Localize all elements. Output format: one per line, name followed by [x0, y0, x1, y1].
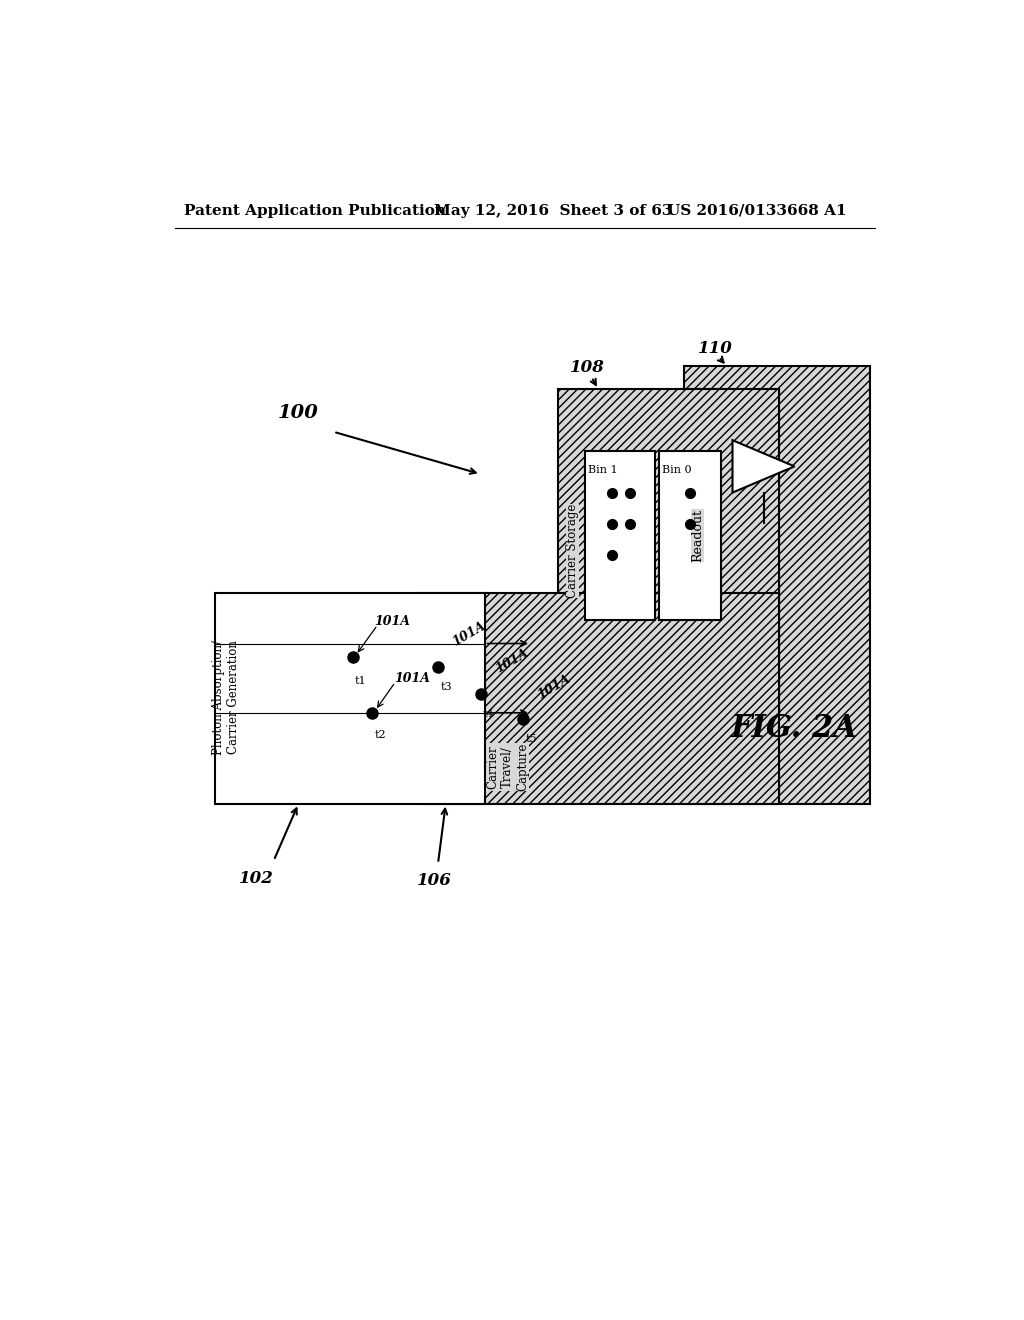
- Bar: [215, 594, 484, 804]
- Text: Photon Absorption/
Carrier Generation: Photon Absorption/ Carrier Generation: [212, 640, 240, 755]
- Text: Carrier
Travel/
Capture: Carrier Travel/ Capture: [486, 743, 529, 791]
- Text: FIG. 2A: FIG. 2A: [731, 713, 858, 743]
- Text: t2: t2: [375, 730, 386, 739]
- Text: t1: t1: [355, 676, 367, 686]
- Text: t4: t4: [483, 709, 495, 719]
- Text: Bin 0: Bin 0: [662, 465, 691, 475]
- Text: May 12, 2016  Sheet 3 of 63: May 12, 2016 Sheet 3 of 63: [434, 203, 673, 218]
- Text: 106: 106: [417, 873, 452, 890]
- Text: 101A: 101A: [451, 619, 488, 649]
- Bar: [684, 367, 869, 804]
- Text: 101A: 101A: [375, 615, 411, 628]
- Text: 108: 108: [570, 359, 605, 376]
- Text: 101A: 101A: [394, 672, 430, 685]
- Text: Carrier Storage: Carrier Storage: [566, 504, 579, 598]
- Text: Patent Application Publication: Patent Application Publication: [183, 203, 445, 218]
- Text: Readout: Readout: [691, 510, 705, 562]
- Text: 110: 110: [698, 341, 733, 358]
- Text: t3: t3: [440, 682, 452, 692]
- Text: 101A: 101A: [493, 647, 530, 676]
- Bar: [586, 451, 655, 620]
- Text: 100: 100: [279, 404, 318, 421]
- Bar: [419, 594, 779, 804]
- Text: US 2016/0133668 A1: US 2016/0133668 A1: [667, 203, 846, 218]
- Text: 102: 102: [239, 870, 273, 887]
- Bar: [558, 389, 779, 713]
- Bar: [658, 451, 721, 620]
- Text: t5: t5: [525, 734, 538, 744]
- Polygon shape: [732, 441, 795, 492]
- Text: 101A: 101A: [536, 672, 573, 701]
- Text: Bin 1: Bin 1: [589, 465, 617, 475]
